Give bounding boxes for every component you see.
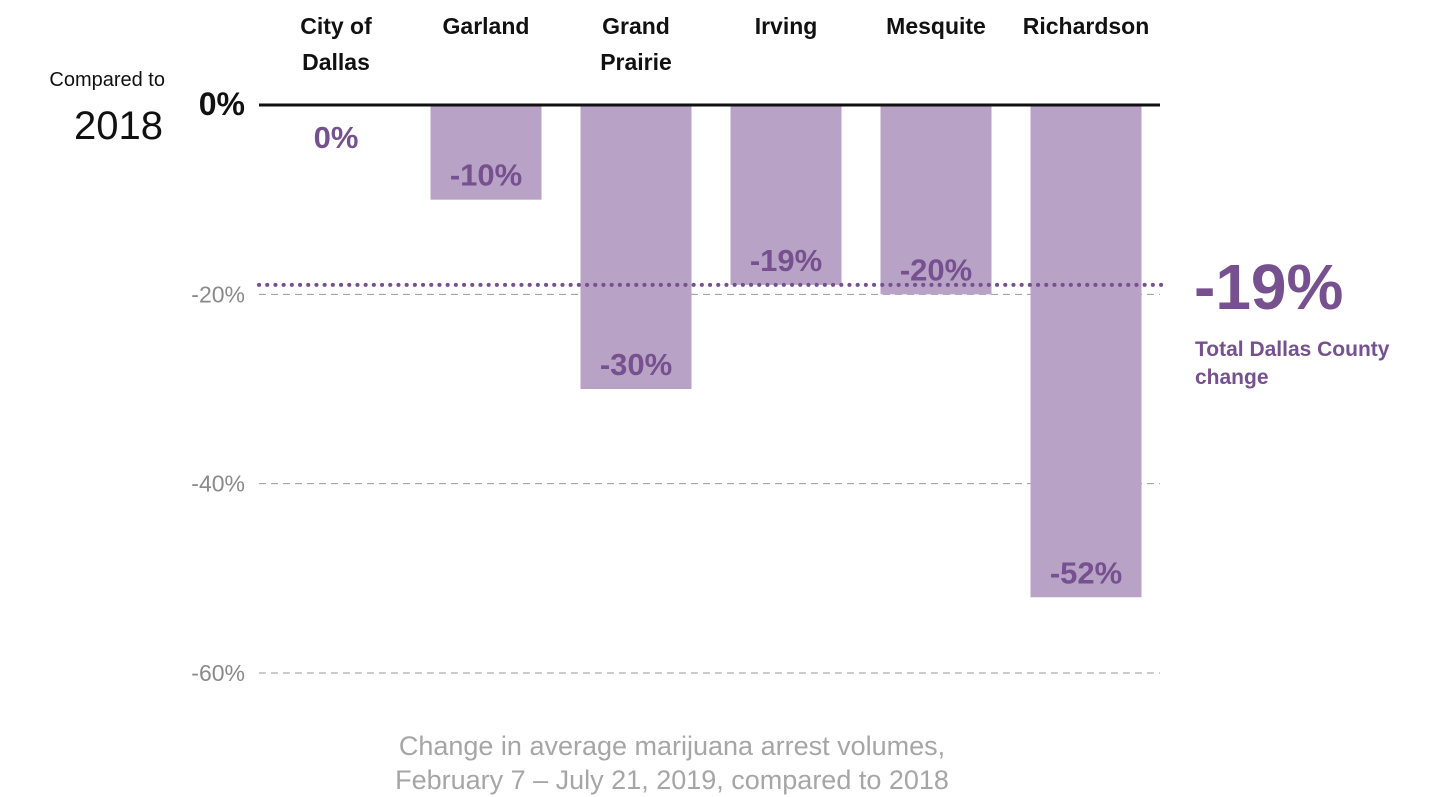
bar-mesquite [880,105,992,295]
category-labels: City of Dallas Garland Grand Prairie Irving Me… [300,13,1149,75]
bar-irving [730,105,842,285]
value-label-irving: -19% [750,243,822,278]
gridlines [259,293,1160,674]
bar-garland [430,105,542,200]
value-label-grand-prairie: -30% [600,347,672,382]
y-tick-label-40: -40% [191,471,245,497]
compared-to-year: 2018 [74,104,163,148]
value-label-city-of-dallas: 0% [314,120,359,155]
chart-caption: Change in average marijuana arrest volum… [395,731,949,795]
reference-annotation: -19% Total Dallas County change [1194,251,1390,389]
value-label-mesquite: -20% [900,252,972,287]
y-tick-label-0: 0% [199,86,245,122]
bar-grand-prairie [580,105,692,389]
category-label-mesquite: Mesquite [886,13,986,39]
reference-label-line1: Total Dallas County [1195,338,1390,361]
reference-label-line2: change [1195,366,1269,389]
y-axis-ticks: 0% -20% -40% -60% [191,86,245,686]
category-label-city-of-dallas: City of Dallas [300,13,372,75]
bar-value-labels: 0% -10% -30% -19% -20% -52% [314,120,1123,590]
category-label-richardson: Richardson [1023,13,1150,39]
compared-to-label: Compared to 2018 [49,69,165,148]
caption-line2: February 7 – July 21, 2019, compared to … [395,765,949,795]
bar-richardson [1030,105,1142,598]
reference-line-group [257,103,1170,287]
category-label-garland: Garland [443,13,530,39]
bars [430,105,1142,598]
compared-to-line1: Compared to [49,69,165,91]
category-label-grand-prairie: Grand Prairie [600,13,672,75]
caption-line1: Change in average marijuana arrest volum… [399,731,945,761]
category-label-irving: Irving [755,13,818,39]
y-tick-label-60: -60% [191,660,245,686]
reference-value: -19% [1194,251,1343,323]
value-label-richardson: -52% [1050,555,1122,590]
y-tick-label-20: -20% [191,281,245,307]
value-label-garland: -10% [450,158,522,193]
